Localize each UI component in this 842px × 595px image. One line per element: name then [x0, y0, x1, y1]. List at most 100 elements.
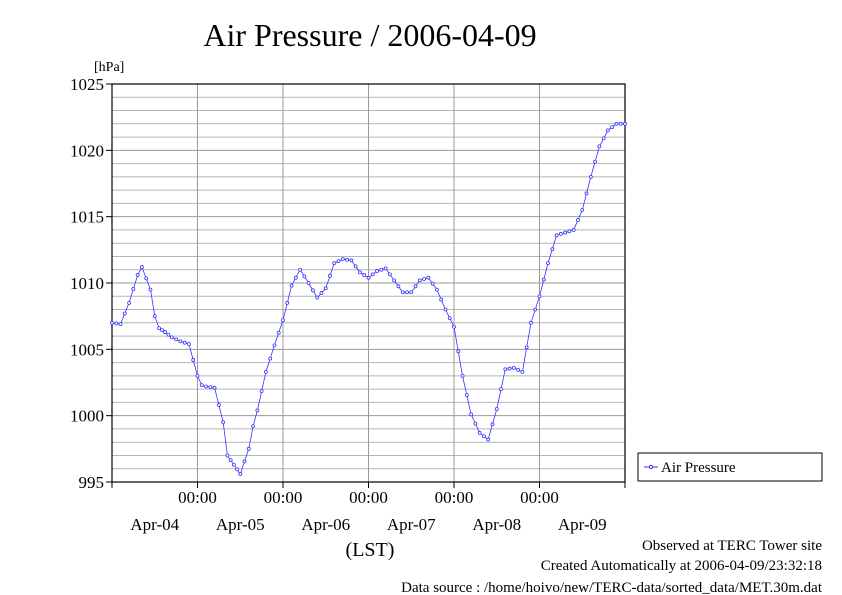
data-point — [319, 291, 324, 295]
series-air-pressure — [110, 121, 627, 476]
data-point — [353, 264, 358, 269]
data-point — [434, 287, 439, 292]
data-point — [328, 273, 332, 278]
data-point — [409, 290, 414, 295]
data-point — [473, 421, 478, 426]
data-point — [417, 278, 422, 283]
data-point — [529, 320, 533, 325]
data-point — [216, 403, 221, 407]
data-point — [554, 233, 559, 238]
data-point — [537, 294, 542, 299]
data-point — [191, 358, 196, 362]
data-point — [387, 272, 392, 277]
data-point — [336, 259, 341, 264]
data-point — [231, 462, 236, 467]
data-point — [443, 307, 448, 312]
x-tick-date-label: Apr-05 — [216, 515, 265, 534]
data-point — [242, 459, 247, 464]
y-tick-label: 1010 — [70, 274, 104, 293]
x-tick-date-label: Apr-06 — [301, 515, 350, 534]
data-point — [182, 340, 187, 345]
data-point — [199, 383, 204, 388]
data-point — [362, 273, 367, 277]
data-point — [439, 297, 444, 302]
data-point — [235, 467, 239, 472]
data-point — [268, 356, 273, 361]
x-tick-time-label: 00:00 — [264, 488, 303, 507]
data-point — [358, 270, 362, 275]
data-point — [580, 208, 585, 212]
legend-box — [637, 452, 823, 482]
data-point — [228, 458, 233, 463]
data-point — [131, 287, 136, 291]
data-point — [298, 267, 303, 272]
data-point — [289, 283, 294, 288]
data-point — [366, 275, 371, 280]
data-point — [323, 286, 328, 291]
data-point — [285, 300, 290, 305]
data-point — [187, 342, 191, 346]
data-point — [345, 257, 350, 262]
data-point — [259, 389, 264, 394]
grid-lines — [112, 84, 625, 482]
y-tick-label: 1015 — [70, 208, 104, 227]
data-point — [163, 330, 167, 334]
legend-label-air-pressure: Air Pressure — [661, 460, 736, 476]
data-point — [127, 300, 132, 305]
data-point — [169, 335, 174, 340]
data-point — [379, 267, 384, 272]
data-point — [499, 387, 503, 392]
data-point — [140, 265, 144, 269]
data-point — [588, 174, 593, 179]
data-point — [546, 261, 550, 266]
data-point — [400, 290, 405, 295]
data-point — [349, 258, 354, 263]
footer-created: Created Automatically at 2006-04-09/23:3… — [541, 558, 822, 574]
x-tick-time-label: 00:00 — [435, 488, 474, 507]
data-point — [426, 275, 431, 280]
data-point — [110, 320, 114, 325]
data-point — [281, 318, 285, 323]
data-point — [550, 247, 555, 252]
data-point — [302, 274, 307, 279]
data-point — [460, 373, 465, 378]
data-point — [597, 144, 602, 149]
data-point — [623, 121, 627, 126]
data-point — [563, 230, 568, 235]
x-tick-time-label: 00:00 — [178, 488, 217, 507]
data-point — [383, 266, 388, 271]
data-point — [148, 287, 153, 292]
data-point — [306, 281, 311, 285]
data-point — [456, 349, 461, 354]
legend: Air Pressure — [637, 452, 823, 482]
data-point — [246, 446, 251, 451]
x-axis-label: (LST) — [346, 539, 395, 561]
data-point — [263, 369, 268, 374]
data-point — [422, 277, 426, 281]
y-tick-label: 1025 — [70, 75, 104, 94]
x-tick-time-label: 00:00 — [520, 488, 559, 507]
data-point — [520, 369, 525, 374]
x-tick-time-label: 00:00 — [349, 488, 388, 507]
y-tick-label: 995 — [79, 473, 105, 492]
y-tick-label: 1005 — [70, 340, 104, 359]
data-point — [293, 275, 298, 280]
data-point — [486, 437, 491, 442]
data-point — [392, 278, 397, 283]
data-point — [272, 343, 277, 348]
y-tick-label: 1020 — [70, 141, 104, 160]
data-point — [494, 407, 499, 411]
data-point — [375, 269, 379, 273]
data-point — [601, 136, 606, 141]
data-point — [567, 229, 572, 234]
data-point — [174, 337, 179, 342]
data-point — [152, 314, 157, 319]
data-point — [452, 324, 456, 329]
data-point — [571, 228, 576, 232]
x-tick-date-label: Apr-09 — [558, 515, 607, 534]
data-point — [413, 284, 418, 289]
data-point — [166, 332, 171, 337]
data-point — [221, 420, 226, 425]
data-point — [195, 373, 200, 378]
